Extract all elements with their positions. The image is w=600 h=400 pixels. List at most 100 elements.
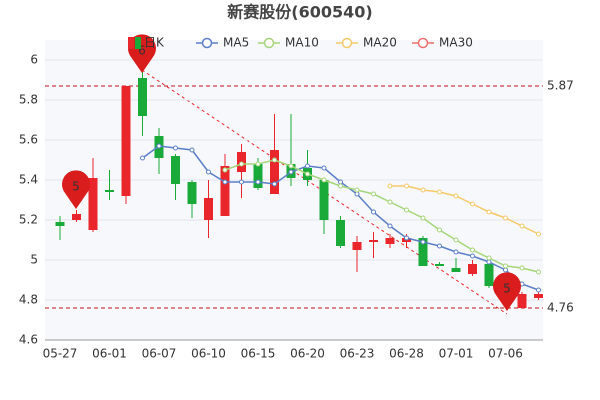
ma-point (536, 231, 541, 237)
candle-body (220, 166, 230, 216)
ma-point (338, 179, 343, 185)
ma-point (486, 209, 492, 215)
ma-point (453, 193, 459, 199)
ma-point (371, 191, 376, 197)
y-tick-label: 6 (30, 53, 38, 67)
y-tick-label: 4.8 (19, 293, 38, 307)
ma-point (404, 183, 409, 189)
x-tick-label: 06-10 (191, 347, 226, 361)
ma-point (387, 223, 393, 229)
marker-pin (493, 272, 521, 311)
candle-body (517, 294, 527, 308)
ma-point (354, 187, 360, 193)
ma-point (420, 187, 426, 193)
ma-point (536, 287, 541, 293)
candle-body (253, 164, 263, 188)
candle-body (105, 190, 114, 192)
ma-point (288, 169, 294, 175)
candle-body (468, 264, 477, 274)
candle-body (352, 242, 362, 250)
chart-title: 新赛股份(600540) (227, 3, 372, 22)
ma-point (288, 163, 294, 169)
ma-point (404, 207, 409, 213)
ma-point (321, 177, 327, 183)
y-tick-label: 5.8 (19, 93, 38, 107)
ma-point (222, 179, 228, 185)
ma-point (470, 247, 475, 253)
candle-body (187, 182, 197, 204)
x-tick-label: 06-07 (142, 347, 177, 361)
candle-body (138, 78, 147, 116)
candle-body (171, 156, 180, 184)
x-tick-label: 06-15 (241, 347, 276, 361)
candle-body (270, 150, 279, 194)
ma-point (503, 263, 508, 269)
ma-point (519, 223, 525, 229)
ma-point (173, 145, 178, 151)
plot-background (45, 40, 543, 340)
legend-label: MA10 (285, 36, 319, 50)
candle-body (451, 268, 461, 272)
marker-label: 5 (503, 282, 511, 296)
x-tick-label: 06-28 (389, 347, 424, 361)
ma-point (453, 237, 459, 243)
ma-point (420, 215, 426, 221)
candle-body (319, 180, 329, 220)
ma-point (354, 191, 360, 197)
legend-marker (263, 37, 275, 49)
candle-body (435, 264, 444, 266)
candle-body (534, 294, 543, 298)
candle-body (121, 86, 131, 196)
ma-point (321, 165, 327, 171)
ma-point (404, 235, 409, 241)
ma-point (305, 163, 310, 169)
x-tick-label: 06-23 (340, 347, 375, 361)
x-tick-label: 05-27 (43, 347, 78, 361)
ma-point (387, 183, 393, 189)
candle-body (418, 238, 428, 266)
ma-point (420, 239, 426, 245)
candle-body (55, 222, 65, 226)
ma-point (503, 215, 508, 221)
ma-point (470, 201, 475, 207)
ma-point (189, 147, 195, 153)
legend-icon (128, 37, 134, 49)
y-tick-label: 5.2 (19, 213, 38, 227)
candle-body (88, 178, 98, 230)
ma-point (156, 143, 162, 149)
ma-point (519, 265, 525, 271)
y-tick-label: 5.4 (19, 173, 38, 187)
candle-body (72, 214, 81, 220)
x-tick-label: 06-01 (92, 347, 127, 361)
ma-point (470, 253, 475, 259)
legend-marker (341, 37, 353, 49)
ma-point (239, 161, 244, 167)
ma-point (536, 269, 541, 275)
y-tick-label: 4.6 (19, 333, 38, 347)
reference-label: 5.87 (547, 79, 574, 93)
ma-point (453, 249, 459, 255)
candle-body (369, 240, 378, 242)
x-tick-label: 06-20 (290, 347, 325, 361)
legend-marker (201, 37, 213, 49)
trend-line (141, 69, 508, 315)
ma-point (272, 157, 277, 163)
ma-point (305, 171, 310, 177)
ma-point (371, 209, 376, 215)
ma-point (255, 161, 261, 167)
ma-point (222, 167, 228, 173)
ma-point (486, 255, 492, 261)
ma-point (239, 179, 244, 185)
y-tick-label: 5 (30, 253, 38, 267)
legend-label: 日K (144, 36, 165, 50)
ma-line (390, 185, 539, 235)
y-tick-label: 5.6 (19, 133, 38, 147)
x-tick-label: 07-06 (488, 347, 523, 361)
ma-point (338, 183, 343, 189)
candle-body (204, 198, 213, 220)
ma-point (255, 179, 261, 185)
reference-label: 4.76 (547, 301, 574, 315)
ma-point (437, 243, 442, 249)
legend-marker (417, 37, 429, 49)
